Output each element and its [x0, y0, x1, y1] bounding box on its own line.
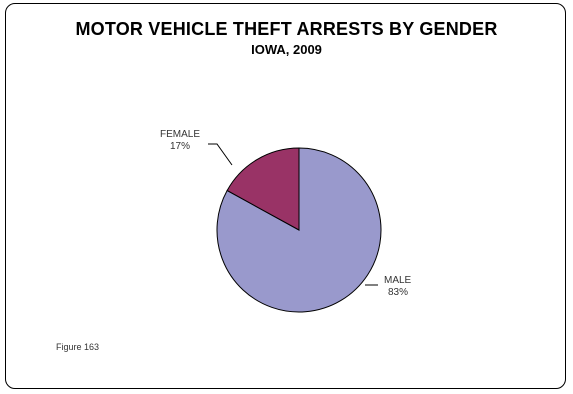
leader-line-female [208, 143, 233, 166]
chart-title: MOTOR VEHICLE THEFT ARRESTS BY GENDER [75, 19, 498, 39]
slice-value-female: 17% [170, 141, 190, 152]
pie-slice-female [226, 147, 300, 231]
slice-label-female: FEMALE [160, 129, 200, 140]
pie-slices [216, 147, 382, 313]
slice-label-male: MALE [384, 275, 412, 286]
chart-subtitle: IOWA, 2009 [251, 42, 322, 57]
figure-note: Figure 163 [56, 342, 100, 352]
slice-value-male: 83% [388, 287, 408, 298]
leader-lines [208, 143, 378, 286]
